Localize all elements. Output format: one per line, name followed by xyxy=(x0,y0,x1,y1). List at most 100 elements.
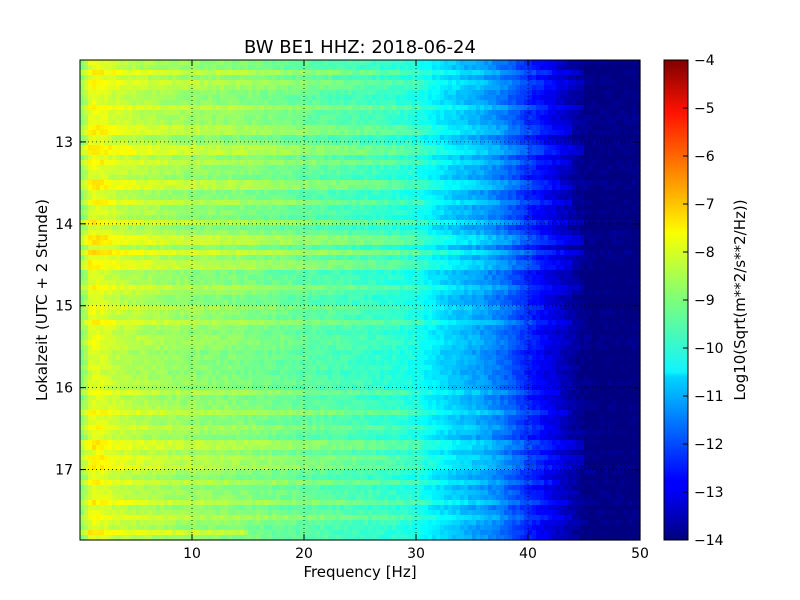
heatmap-cell xyxy=(364,65,369,71)
heatmap-cell xyxy=(508,150,513,156)
heatmap-cell xyxy=(508,130,513,136)
heatmap-cell xyxy=(388,165,393,171)
heatmap-cell xyxy=(584,85,589,91)
heatmap-cell xyxy=(520,90,525,96)
heatmap-cell xyxy=(348,145,353,151)
heatmap-cell xyxy=(272,110,277,116)
heatmap-cell xyxy=(524,140,529,146)
heatmap-cell xyxy=(464,185,469,191)
heatmap-cell xyxy=(208,65,213,71)
heatmap-cell xyxy=(108,110,113,116)
heatmap-cell xyxy=(220,125,225,131)
heatmap-cell xyxy=(456,200,461,206)
heatmap-cell xyxy=(216,60,221,66)
heatmap-cell xyxy=(572,120,577,126)
heatmap-cell xyxy=(496,155,501,161)
heatmap-cell xyxy=(224,175,229,181)
heatmap-cell xyxy=(116,65,121,71)
heatmap-cell xyxy=(188,185,193,191)
heatmap-cell xyxy=(624,140,629,146)
heatmap-cell xyxy=(224,190,229,196)
heatmap-cell xyxy=(232,145,237,151)
heatmap-cell xyxy=(320,75,325,81)
heatmap-cell xyxy=(316,125,321,131)
heatmap-cell xyxy=(468,125,473,131)
heatmap-cell xyxy=(412,215,417,221)
heatmap-cell xyxy=(468,225,473,231)
heatmap-cell xyxy=(344,175,349,181)
heatmap-cell xyxy=(312,150,317,156)
heatmap-cell xyxy=(356,210,361,216)
heatmap-cell xyxy=(628,105,633,111)
heatmap-cell xyxy=(360,185,365,191)
heatmap-cell xyxy=(420,200,425,206)
heatmap-cell xyxy=(164,70,169,76)
heatmap-cell xyxy=(124,220,129,226)
heatmap-cell xyxy=(312,215,317,221)
heatmap-cell xyxy=(156,105,161,111)
heatmap-cell xyxy=(488,115,493,121)
heatmap-cell xyxy=(596,220,601,226)
heatmap-cell xyxy=(152,160,157,166)
heatmap-cell xyxy=(636,135,641,141)
heatmap-cell xyxy=(188,170,193,176)
heatmap-cell xyxy=(268,150,273,156)
heatmap-cell xyxy=(344,185,349,191)
heatmap-cell xyxy=(408,115,413,121)
heatmap-cell xyxy=(184,155,189,161)
heatmap-cell xyxy=(172,75,177,81)
heatmap-cell xyxy=(364,155,369,161)
heatmap-cell xyxy=(356,150,361,156)
heatmap-cell xyxy=(460,175,465,181)
heatmap-cell xyxy=(300,180,305,186)
heatmap-cell xyxy=(224,145,229,151)
heatmap-cell xyxy=(384,165,389,171)
heatmap-cell xyxy=(132,90,137,96)
heatmap-cell xyxy=(304,205,309,211)
heatmap-cell xyxy=(400,225,405,231)
heatmap-cell xyxy=(280,110,285,116)
heatmap-cell xyxy=(560,220,565,226)
heatmap-cell xyxy=(440,60,445,66)
heatmap-cell xyxy=(296,220,301,226)
heatmap-cell xyxy=(440,175,445,181)
heatmap-cell xyxy=(596,175,601,181)
heatmap-cell xyxy=(608,125,613,131)
heatmap-cell xyxy=(340,180,345,186)
heatmap-cell xyxy=(472,185,477,191)
heatmap-cell xyxy=(180,215,185,221)
heatmap-cell xyxy=(576,140,581,146)
heatmap-cell xyxy=(272,100,277,106)
heatmap-cell xyxy=(352,220,357,226)
heatmap-cell xyxy=(92,70,97,76)
heatmap-cell xyxy=(96,230,101,236)
heatmap-cell xyxy=(264,215,269,221)
heatmap-cell xyxy=(236,120,241,126)
heatmap-cell xyxy=(628,65,633,71)
heatmap-cell xyxy=(152,80,157,86)
heatmap-cell xyxy=(196,170,201,176)
heatmap-cell xyxy=(620,105,625,111)
heatmap-cell xyxy=(216,95,221,101)
heatmap-cell xyxy=(484,100,489,106)
heatmap-cell xyxy=(636,165,641,171)
heatmap-cell xyxy=(328,90,333,96)
heatmap-cell xyxy=(464,110,469,116)
heatmap-cell xyxy=(104,130,109,136)
heatmap-cell xyxy=(524,190,529,196)
heatmap-cell xyxy=(424,235,429,241)
heatmap-cell xyxy=(624,105,629,111)
heatmap-cell xyxy=(212,180,217,186)
heatmap-cell xyxy=(436,160,441,166)
heatmap-cell xyxy=(216,230,221,236)
heatmap-cell xyxy=(420,170,425,176)
heatmap-cell xyxy=(400,215,405,221)
heatmap-cell xyxy=(316,215,321,221)
heatmap-cell xyxy=(408,150,413,156)
heatmap-cell xyxy=(340,75,345,81)
heatmap-cell xyxy=(296,105,301,111)
heatmap-cell xyxy=(588,225,593,231)
heatmap-cell xyxy=(360,200,365,206)
heatmap-cell xyxy=(368,135,373,141)
heatmap-cell xyxy=(316,145,321,151)
